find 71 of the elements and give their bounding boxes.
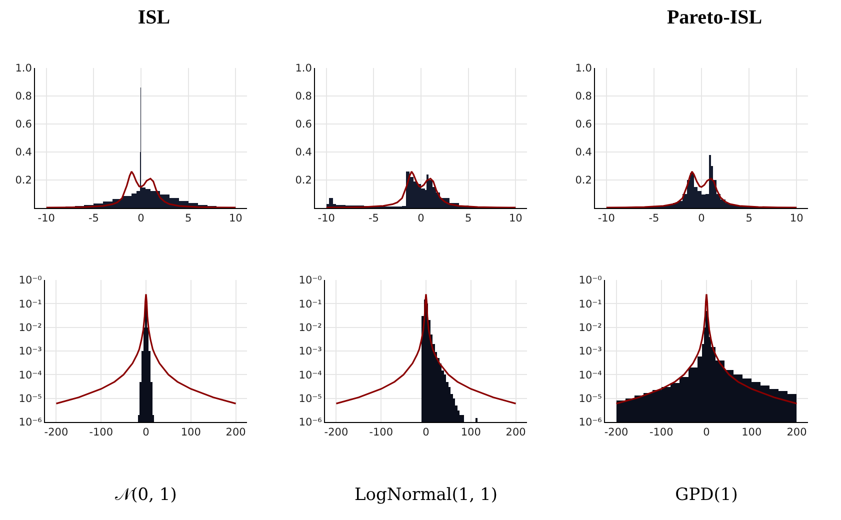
y-tick-label: 10⁻⁶ <box>298 416 322 429</box>
y-tick-label: 0.8 <box>575 90 592 103</box>
y-tick-label: 10⁻⁴ <box>18 369 42 382</box>
chart-title: ISL <box>138 6 170 28</box>
x-tick-label: 200 <box>786 426 807 439</box>
x-tick-label: -10 <box>598 212 615 225</box>
x-tick-label: 200 <box>506 426 526 439</box>
y-tick-label: 10⁻¹ <box>578 298 602 310</box>
y-tick-label: 1.0 <box>295 62 312 75</box>
y-tick-label: 10⁻⁶ <box>578 416 602 429</box>
x-tick-label: -200 <box>604 426 628 439</box>
y-tick-label: 10⁻⁰ <box>18 274 42 287</box>
y-tick-label: 10⁻² <box>18 322 42 334</box>
y-tick-label: 0.6 <box>15 118 32 131</box>
x-tick-label: 5 <box>746 212 752 225</box>
x-tick-label: 0 <box>142 426 150 439</box>
x-tick-label: 200 <box>226 426 246 439</box>
x-tick-label: -200 <box>44 426 68 439</box>
y-tick-label: 0.8 <box>295 90 312 103</box>
x-tick-label: -100 <box>649 426 674 439</box>
y-tick-label: 0.6 <box>295 118 312 131</box>
y-tick-label: 0.4 <box>295 146 312 159</box>
x-axis-title: GPD(1) <box>675 485 738 505</box>
x-tick-label: -5 <box>368 212 379 225</box>
y-tick-label: 10⁻⁴ <box>298 369 322 382</box>
x-tick-label: 5 <box>184 212 192 225</box>
y-tick-label: 10⁻² <box>298 322 322 334</box>
y-tick-label: 10⁻⁴ <box>578 369 602 382</box>
x-axis-title: LogNormal(1, 1) <box>354 485 498 505</box>
x-tick-label: 0 <box>703 426 710 439</box>
x-tick-label: 10 <box>508 212 522 225</box>
y-tick-label: 0.2 <box>15 174 32 187</box>
y-tick-label: 10⁻¹ <box>18 298 42 310</box>
y-tick-label: 10⁻⁵ <box>18 393 42 406</box>
x-tick-label: -100 <box>89 426 114 439</box>
y-tick-label: 0.8 <box>15 90 32 103</box>
x-tick-label: 100 <box>180 426 201 439</box>
y-tick-label: 10⁻³ <box>298 346 322 358</box>
y-tick-label: 10⁻² <box>578 322 602 334</box>
x-tick-label: 0 <box>418 212 424 225</box>
x-axis-title: 𝒩(0, 1) <box>115 485 177 505</box>
y-tick-label: 10⁻⁵ <box>578 393 602 406</box>
y-tick-label: 10⁻³ <box>578 346 602 358</box>
x-tick-label: 0 <box>422 426 430 439</box>
x-tick-label: -5 <box>88 212 99 225</box>
x-tick-label: 5 <box>464 212 472 225</box>
chart-title: Pareto-ISL <box>666 6 762 28</box>
y-tick-label: 10⁻⁰ <box>298 274 322 287</box>
y-tick-label: 1.0 <box>15 62 32 75</box>
y-tick-label: 10⁻³ <box>18 346 42 358</box>
y-tick-label: 0.2 <box>575 174 592 187</box>
y-tick-label: 0.2 <box>295 174 312 187</box>
y-tick-label: 10⁻⁰ <box>578 274 602 287</box>
y-tick-label: 1.0 <box>575 62 592 75</box>
x-tick-label: 100 <box>742 426 762 439</box>
y-tick-label: 0.4 <box>575 146 592 159</box>
x-tick-label: 10 <box>790 212 804 225</box>
x-tick-label: 0 <box>138 212 144 225</box>
x-tick-label: -5 <box>648 212 660 225</box>
x-tick-label: -10 <box>318 212 335 225</box>
x-tick-label: -10 <box>38 212 55 225</box>
y-tick-label: 10⁻⁶ <box>18 416 42 429</box>
x-tick-label: -200 <box>324 426 348 439</box>
y-tick-label: 10⁻⁵ <box>298 393 322 406</box>
y-tick-label: 0.4 <box>15 146 32 159</box>
x-tick-label: -100 <box>369 426 394 439</box>
y-tick-label: 0.6 <box>575 118 592 131</box>
x-tick-label: 10 <box>228 212 242 225</box>
x-tick-label: 100 <box>460 426 481 439</box>
x-tick-label: 0 <box>698 212 705 225</box>
y-tick-label: 10⁻¹ <box>298 298 322 310</box>
